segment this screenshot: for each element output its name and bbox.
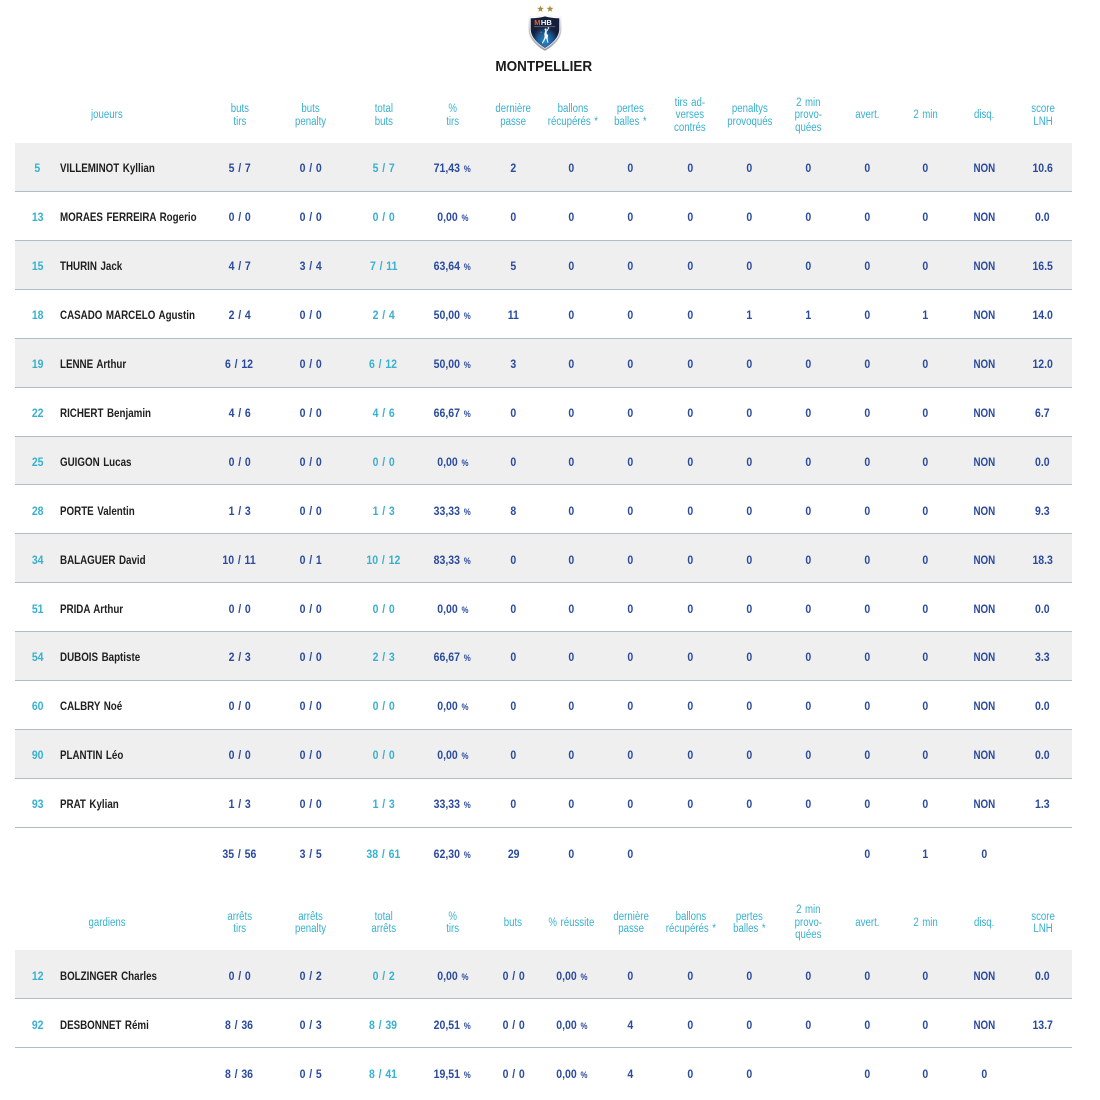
svg-text:HB: HB bbox=[540, 18, 551, 27]
svg-text:M: M bbox=[534, 18, 540, 27]
